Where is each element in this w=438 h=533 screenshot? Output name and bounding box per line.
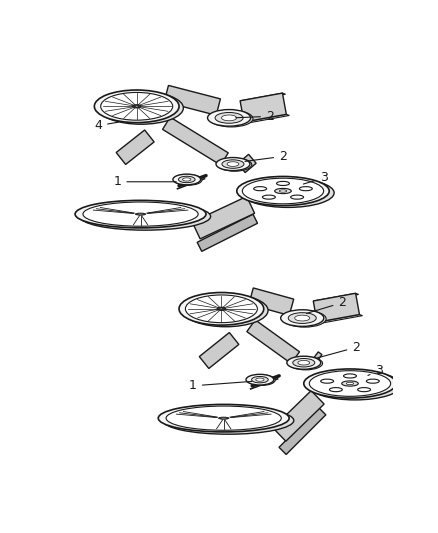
Ellipse shape xyxy=(183,178,191,181)
Ellipse shape xyxy=(137,213,144,215)
Ellipse shape xyxy=(281,310,324,326)
Ellipse shape xyxy=(358,387,371,392)
Polygon shape xyxy=(244,114,290,123)
Ellipse shape xyxy=(210,110,253,127)
Polygon shape xyxy=(247,320,300,364)
Ellipse shape xyxy=(288,313,316,324)
Ellipse shape xyxy=(83,202,198,226)
Ellipse shape xyxy=(304,369,396,398)
Ellipse shape xyxy=(295,315,310,321)
Text: 1: 1 xyxy=(189,379,252,392)
Ellipse shape xyxy=(163,407,294,434)
Ellipse shape xyxy=(185,295,258,322)
Ellipse shape xyxy=(300,187,312,191)
Ellipse shape xyxy=(298,360,310,365)
Polygon shape xyxy=(249,288,294,316)
Polygon shape xyxy=(116,130,154,165)
Ellipse shape xyxy=(254,187,267,191)
Polygon shape xyxy=(317,314,363,324)
Ellipse shape xyxy=(256,378,264,381)
Ellipse shape xyxy=(287,356,321,369)
Polygon shape xyxy=(197,214,258,252)
Ellipse shape xyxy=(279,190,287,192)
Ellipse shape xyxy=(342,381,358,386)
Ellipse shape xyxy=(275,188,291,193)
Ellipse shape xyxy=(321,379,334,383)
Polygon shape xyxy=(240,93,286,122)
Ellipse shape xyxy=(343,374,357,378)
Polygon shape xyxy=(162,117,228,165)
Ellipse shape xyxy=(329,387,343,392)
Ellipse shape xyxy=(218,158,252,171)
Ellipse shape xyxy=(208,110,251,126)
Text: 2: 2 xyxy=(317,341,360,358)
Text: 2: 2 xyxy=(307,296,346,313)
Ellipse shape xyxy=(309,371,401,400)
Ellipse shape xyxy=(174,175,202,185)
Ellipse shape xyxy=(166,406,281,430)
Ellipse shape xyxy=(184,294,268,327)
Ellipse shape xyxy=(276,181,290,185)
Ellipse shape xyxy=(293,359,315,367)
Ellipse shape xyxy=(242,178,324,204)
Ellipse shape xyxy=(219,417,229,419)
Text: 2: 2 xyxy=(236,110,274,123)
Ellipse shape xyxy=(246,374,274,385)
Ellipse shape xyxy=(222,160,244,168)
Polygon shape xyxy=(240,93,286,102)
Ellipse shape xyxy=(215,112,243,123)
Ellipse shape xyxy=(222,115,237,121)
Ellipse shape xyxy=(346,382,353,385)
Ellipse shape xyxy=(101,92,173,120)
Ellipse shape xyxy=(173,174,201,185)
Ellipse shape xyxy=(220,417,227,419)
Text: 2: 2 xyxy=(245,150,287,163)
Ellipse shape xyxy=(262,195,276,199)
Ellipse shape xyxy=(227,162,239,166)
Ellipse shape xyxy=(237,176,329,206)
Polygon shape xyxy=(237,155,256,173)
Polygon shape xyxy=(313,293,359,302)
Ellipse shape xyxy=(366,379,379,383)
Text: 3: 3 xyxy=(304,172,328,184)
Ellipse shape xyxy=(132,104,141,108)
Ellipse shape xyxy=(247,375,275,385)
Ellipse shape xyxy=(283,311,326,327)
Ellipse shape xyxy=(178,176,195,183)
Ellipse shape xyxy=(99,92,184,124)
Polygon shape xyxy=(313,293,360,322)
Ellipse shape xyxy=(242,179,334,207)
Text: 1: 1 xyxy=(113,175,176,188)
Ellipse shape xyxy=(158,405,289,432)
Ellipse shape xyxy=(291,195,304,199)
Polygon shape xyxy=(310,352,322,366)
Ellipse shape xyxy=(75,200,206,228)
Polygon shape xyxy=(199,333,239,368)
Polygon shape xyxy=(192,197,254,239)
Ellipse shape xyxy=(80,203,211,230)
Ellipse shape xyxy=(309,371,391,397)
Ellipse shape xyxy=(94,90,179,123)
Ellipse shape xyxy=(289,357,322,370)
Ellipse shape xyxy=(220,308,223,310)
Text: 4: 4 xyxy=(94,119,119,132)
Polygon shape xyxy=(273,391,324,441)
Ellipse shape xyxy=(135,213,146,215)
Ellipse shape xyxy=(217,307,226,310)
Polygon shape xyxy=(164,85,220,115)
Ellipse shape xyxy=(251,376,268,383)
Ellipse shape xyxy=(135,106,138,107)
Text: 3: 3 xyxy=(368,364,383,377)
Ellipse shape xyxy=(216,158,250,171)
Polygon shape xyxy=(279,408,326,455)
Ellipse shape xyxy=(179,293,264,325)
